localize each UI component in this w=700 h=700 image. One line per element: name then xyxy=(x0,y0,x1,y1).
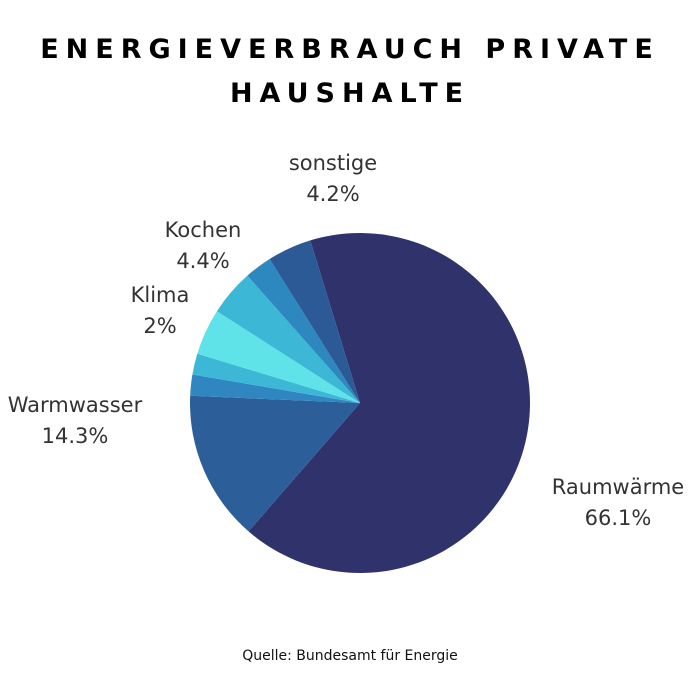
chart-title-line-2: HAUSHALTE xyxy=(229,78,471,109)
pie-slice-warmwasser xyxy=(190,395,360,532)
slice-value-label: 4.4% xyxy=(176,249,229,273)
pie-slice-4 xyxy=(197,311,360,403)
chart-title: ENERGIEVERBRAUCH PRIVATE HAUSHALTE xyxy=(0,28,700,116)
slice-value-label: 14.3% xyxy=(42,424,109,448)
pie-slice-kochen xyxy=(216,275,360,403)
slice-name-label: Kochen xyxy=(165,218,242,242)
slice-name-label: Warmwasser xyxy=(8,393,143,417)
pie-slice-6 xyxy=(247,259,360,403)
pie-slice-raumwärme xyxy=(248,232,531,573)
pie-slice-2 xyxy=(190,374,360,403)
slice-name-label: Klima xyxy=(131,283,190,307)
slice-value-label: 2% xyxy=(143,314,176,338)
chart-title-line-1: ENERGIEVERBRAUCH PRIVATE xyxy=(40,34,660,65)
pie-slice-sonstige xyxy=(269,240,360,403)
slice-value-label: 4.2% xyxy=(306,182,359,206)
slice-name-label: Raumwärme xyxy=(552,475,684,499)
pie-slice-klima xyxy=(192,353,360,403)
slice-value-label: 66.1% xyxy=(585,506,652,530)
slice-name-label: sonstige xyxy=(289,151,377,175)
source-note: Quelle: Bundesamt für Energie xyxy=(242,648,458,664)
